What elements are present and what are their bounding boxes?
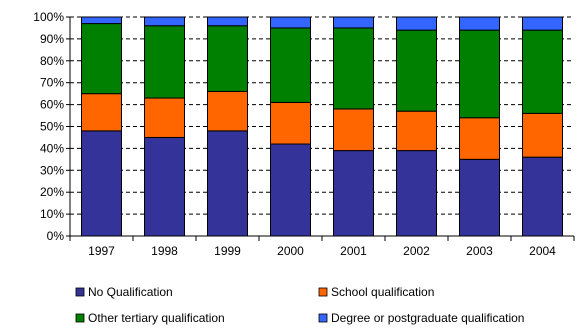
legend-swatch [318, 287, 328, 297]
bar-segment-2 [207, 90, 248, 132]
y-tick-label: 90% [40, 32, 64, 46]
bar-segment-2 [144, 97, 185, 138]
bar-segment-2 [396, 110, 437, 152]
bar-segment-2 [459, 117, 500, 160]
bar-segment-4 [333, 16, 374, 29]
y-tick-label: 100% [33, 10, 64, 24]
bar-segment-4 [459, 16, 500, 31]
y-tick-label: 70% [40, 76, 64, 90]
legend: No Qualification School qualification Othe… [75, 285, 524, 325]
x-tick-label: 2000 [277, 244, 304, 258]
x-axis-ticks: 1997 1998 1999 2000 2001 2002 2003 2004 [88, 244, 556, 258]
legend-swatch [318, 313, 328, 323]
x-tick-label: 2003 [466, 244, 493, 258]
bar-segment-4 [522, 16, 563, 31]
bar-segment-3 [270, 27, 311, 103]
bar-segment-1 [333, 150, 374, 237]
bar-segment-2 [333, 108, 374, 152]
bar-segment-1 [270, 143, 311, 237]
bar-segment-2 [522, 112, 563, 158]
legend-label: Degree or postgraduate qualification [331, 311, 524, 325]
bar-segment-1 [396, 150, 437, 237]
legend-swatch [75, 287, 85, 297]
bar-segment-3 [459, 29, 500, 119]
y-tick-label: 0% [47, 229, 65, 243]
bar-segment-3 [396, 29, 437, 112]
y-tick-label: 30% [40, 163, 64, 177]
y-axis-ticks: 0% 10% 20% 30% 40% 50% 60% 70% 80% 90% 100% [33, 10, 64, 243]
x-tick-label: 1997 [88, 244, 115, 258]
bar-segment-1 [459, 158, 500, 237]
bar-segment-1 [522, 156, 563, 237]
bar-segment-3 [207, 25, 248, 92]
y-tick-label: 10% [40, 207, 64, 221]
bar-segment-2 [270, 101, 311, 145]
bar-segment-4 [270, 16, 311, 29]
bars [81, 16, 563, 237]
bar-segment-2 [81, 93, 122, 132]
y-tick-label: 80% [40, 54, 64, 68]
bar-segment-4 [81, 16, 122, 25]
legend-label: Other tertiary qualification [88, 311, 225, 325]
y-tick-label: 60% [40, 98, 64, 112]
y-tick-label: 40% [40, 141, 64, 155]
x-tick-label: 2002 [403, 244, 430, 258]
x-tick-label: 1998 [151, 244, 178, 258]
y-tick-label: 50% [40, 120, 64, 134]
legend-label: No Qualification [88, 285, 173, 299]
bar-segment-4 [144, 16, 185, 27]
bar-segment-1 [207, 130, 248, 237]
bar-segment-4 [396, 16, 437, 31]
bar-segment-1 [144, 136, 185, 237]
y-tick-label: 20% [40, 185, 64, 199]
bar-segment-3 [522, 29, 563, 114]
bar-segment-1 [81, 130, 122, 237]
bar-segment-4 [207, 16, 248, 27]
legend-swatch [75, 313, 85, 323]
x-tick-label: 1999 [214, 244, 241, 258]
bar-segment-3 [81, 23, 122, 95]
x-tick-label: 2004 [529, 244, 556, 258]
bar-segment-3 [333, 27, 374, 110]
axes [66, 16, 575, 241]
x-tick-label: 2001 [340, 244, 367, 258]
legend-label: School qualification [331, 285, 434, 299]
bar-segment-3 [144, 25, 185, 99]
